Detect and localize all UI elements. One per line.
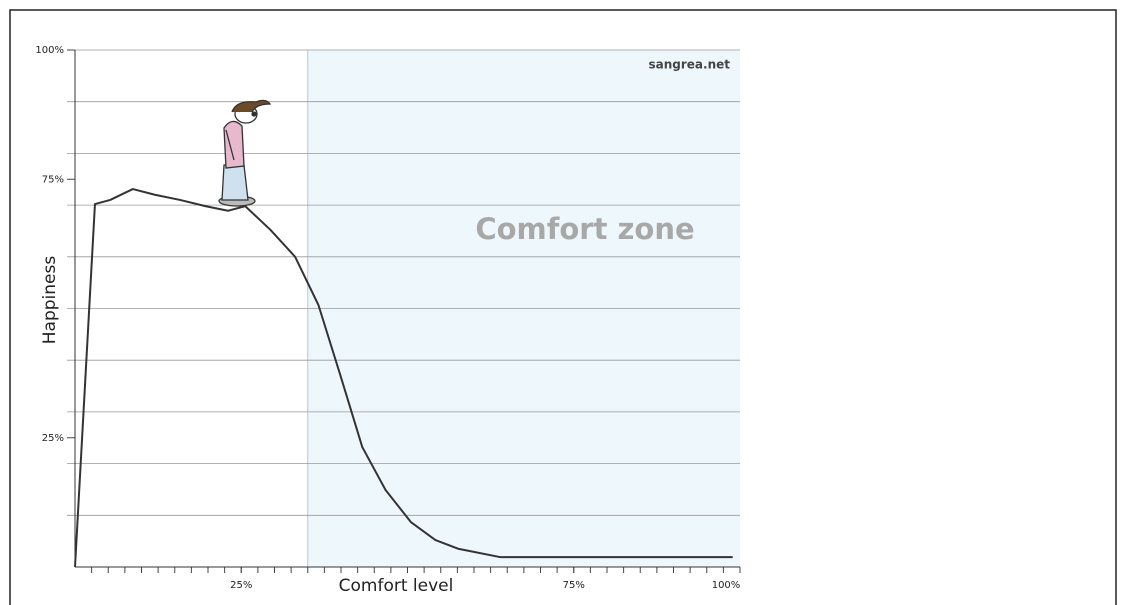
watermark: sangrea.net [648, 58, 730, 72]
y-tick-label: 100% [35, 45, 64, 56]
chart: Comfort zone 25% 75% 100% 25% 75% 100% Comfort … [0, 0, 1126, 605]
comfort-zone-label: Comfort zone [475, 212, 694, 246]
x-axis-label: Comfort level [339, 576, 454, 596]
y-axis-label: Happiness [40, 256, 60, 345]
x-tick-label: 100% [712, 580, 741, 591]
background-layer [67, 50, 740, 567]
x-tick-label: 75% [563, 580, 585, 591]
y-tick-label: 75% [42, 174, 64, 185]
y-tick-label: 25% [42, 433, 64, 444]
x-tick-label: 25% [230, 580, 252, 591]
